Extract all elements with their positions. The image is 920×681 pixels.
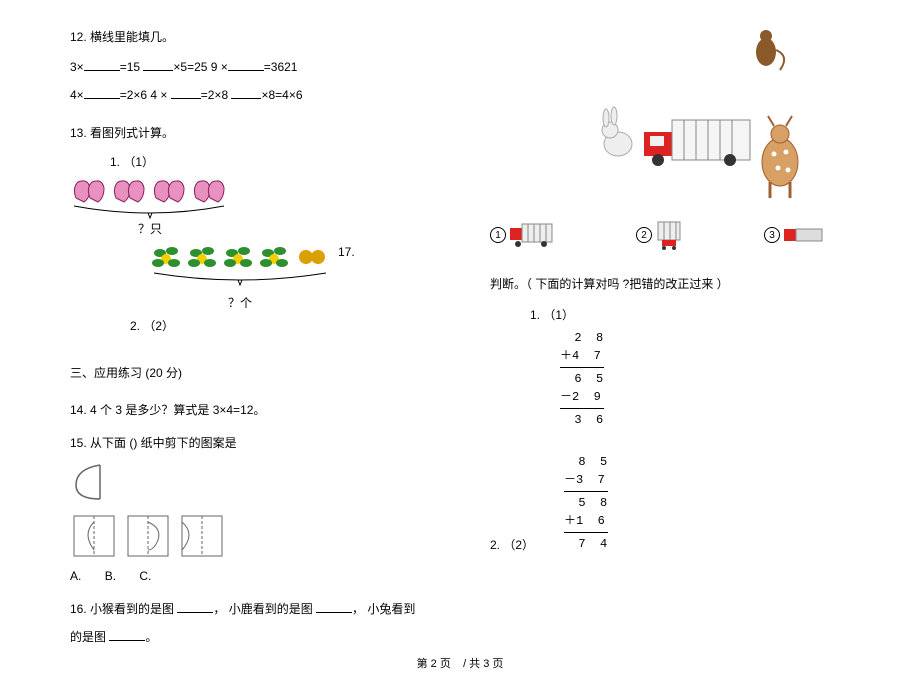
calc1-r1: 2 8 (560, 329, 729, 347)
q12-l1-suf: =3621 (264, 60, 298, 74)
blank (228, 57, 264, 71)
footer-prefix: 第 2 页 (417, 658, 451, 670)
judge-sub2: 2. （2） (490, 536, 534, 553)
fold-shapes-row (70, 514, 430, 563)
calc-rule (564, 532, 608, 533)
calc2-r2: －3 7 (564, 471, 608, 489)
circle-1-icon: 1 (490, 227, 506, 243)
calc1-r3: 6 5 (560, 370, 729, 388)
brace1-label: ？只 (70, 220, 230, 237)
judge-title: 判断。（ 下面的计算对吗 ?把错的改正过来 ） (490, 275, 729, 294)
q12-l1-mid2: ×5=25 9 × (173, 60, 227, 74)
q12-l2-mid1: =2×6 4 × (120, 88, 168, 102)
circle-3-icon: 3 (764, 227, 780, 243)
calc-rule (560, 367, 604, 368)
calc1: 2 8 ＋4 7 6 5 －2 9 3 6 (560, 329, 729, 429)
q16-suffix: 。 (145, 630, 157, 644)
blank (84, 57, 120, 71)
calc2-r4: ＋1 6 (564, 512, 608, 530)
blank (171, 85, 201, 99)
circle-2-icon: 2 (636, 227, 652, 243)
fold-shapes-icon (70, 514, 260, 560)
q16-line2: 的是图 。 (70, 627, 430, 647)
q15-optC: C. (139, 569, 151, 583)
page-footer: 第 2 页 / 共 3 页 (0, 655, 920, 671)
view-icons-row: 1 2 (490, 220, 824, 250)
truck-back-icon (656, 220, 684, 250)
blank (143, 57, 173, 71)
q12-l1-prefix: 3× (70, 60, 84, 74)
calc-rule (564, 491, 608, 492)
q16-line2-text: 的是图 (70, 630, 109, 644)
calc1-r2: ＋4 7 (560, 347, 729, 365)
q12-l2-mid2: =2×8 (201, 88, 228, 102)
view-icon-1: 1 (490, 222, 556, 248)
truck-scene-figure (600, 30, 900, 213)
q15-options: A. B. C. (70, 569, 430, 583)
q16-prefix: 16. 小猴看到的是图 (70, 602, 177, 616)
truck-scene-icon (600, 30, 860, 210)
calc2-r3: 5 8 (564, 494, 608, 512)
flowers-figure: ？个 (150, 241, 430, 311)
blank (316, 599, 352, 613)
truck-side-icon (510, 222, 556, 248)
section3-title: 三、应用练习 (20 分) (70, 364, 430, 381)
judge-sub1: 1. （1） (530, 306, 729, 323)
q15-optA: A. (70, 569, 81, 583)
blank (84, 85, 120, 99)
q12-line2: 4× =2×6 4 × =2×8 ×8=4×6 (70, 85, 430, 105)
q16-mid1: ， 小鹿看到的是图 (213, 602, 316, 616)
q12-line1: 3× =15 ×5=25 9 × =3621 (70, 57, 430, 77)
calc2: 8 5 －3 7 5 8 ＋1 6 7 4 (564, 453, 608, 553)
calc1-r5: 3 6 (560, 411, 729, 429)
view-icon-3: 3 (764, 227, 824, 243)
paper-shapes-figure (70, 463, 430, 506)
calc-rule (560, 408, 604, 409)
mittens-figure: ？只 (70, 176, 430, 237)
q12-l1-mid1: =15 (120, 60, 140, 74)
calc1-r4: －2 9 (560, 388, 729, 406)
view-icon-2: 2 (636, 220, 684, 250)
q16-line1: 16. 小猴看到的是图 ， 小鹿看到的是图 ， 小兔看到 (70, 599, 430, 619)
q14: 14. 4 个 3 是多少？算式是 3×4=12。 (70, 401, 430, 420)
q15-optB: B. (105, 569, 116, 583)
q17-label: 17. (338, 245, 355, 259)
judge-block: 判断。（ 下面的计算对吗 ?把错的改正过来 ） 1. （1） 2 8 ＋4 7 … (490, 275, 729, 553)
q12-l2-prefix: 4× (70, 88, 84, 102)
blank (109, 627, 145, 641)
calc2-r5: 7 4 (564, 535, 608, 553)
leaf-shape-icon (70, 463, 114, 503)
blank (231, 85, 261, 99)
q12-title: 12. 横线里能填几。 (70, 28, 430, 47)
q12-l2-suf: ×8=4×6 (261, 88, 302, 102)
q13-title: 13. 看图列式计算。 (70, 124, 430, 143)
q13-sub2: 2. （2） (130, 317, 430, 334)
mittens-icon (70, 176, 230, 220)
q13-sub1: 1. （1） (110, 153, 430, 170)
q16-mid2: ， 小兔看到 (352, 602, 415, 616)
calc2-r1: 8 5 (564, 453, 608, 471)
truck-top-icon (784, 227, 824, 243)
blank (177, 599, 213, 613)
q15-title: 15. 从下面 () 纸中剪下的图案是 (70, 434, 430, 453)
flowers-icon (150, 241, 330, 291)
footer-suffix: / 共 3 页 (463, 658, 503, 670)
brace2-label: ？个 (150, 294, 330, 311)
